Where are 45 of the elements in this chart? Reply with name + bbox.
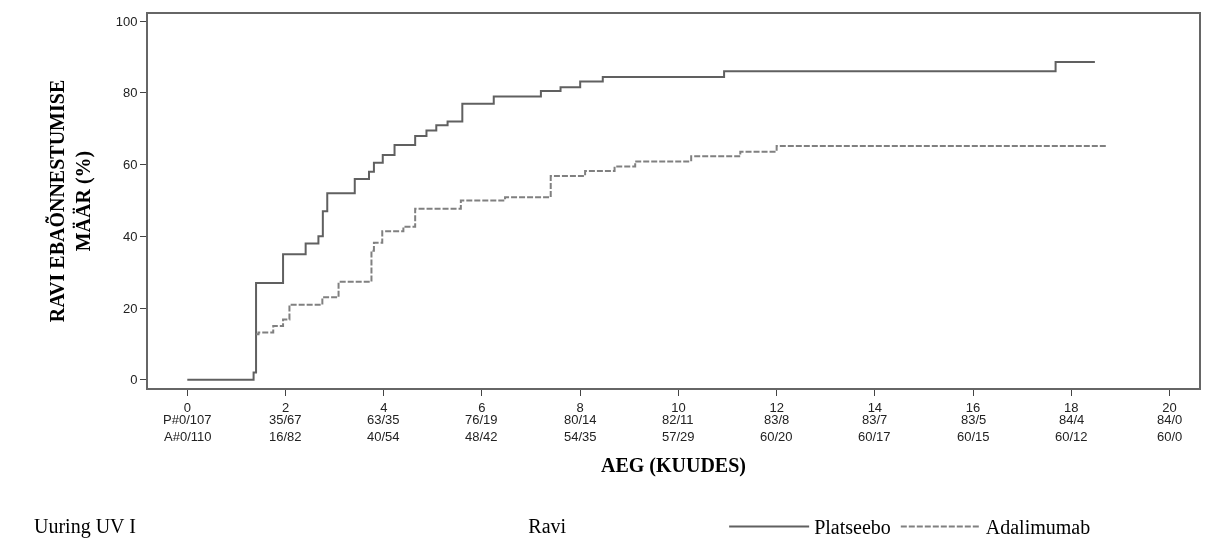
x-tick-label: 10 [671, 399, 686, 415]
x-axis-title: AEG (KUUDES) [600, 453, 747, 477]
text: 83/7 [862, 412, 888, 427]
text: 80/14 [564, 412, 597, 427]
text: 16/82 [269, 429, 302, 444]
text: 60/0 [1157, 429, 1183, 444]
text: 60/20 [760, 429, 793, 444]
x-tick-label: 2 [281, 399, 290, 415]
x-tick-label: 16 [965, 399, 981, 415]
text: 40/54 [367, 429, 400, 444]
text: 54/35 [564, 429, 597, 444]
text: 60/17 [858, 429, 891, 444]
x-tick-label: 12 [769, 399, 784, 415]
text: 60/12 [1055, 429, 1088, 444]
text: 63/35 [367, 412, 400, 427]
text: 57/29 [662, 429, 695, 444]
y-tick-label: 100 [115, 13, 138, 29]
y-tick-label: 40 [122, 228, 138, 244]
text: 83/8 [764, 412, 790, 427]
text: 35/67 [269, 412, 302, 427]
y-tick-label: 20 [122, 300, 138, 316]
text: 82/11 [662, 412, 694, 427]
y-tick-label: 0 [130, 372, 138, 388]
text: 83/5 [961, 412, 987, 427]
x-tick-label: 20 [1162, 399, 1177, 415]
text: P#0/107 [163, 412, 212, 427]
legend-title: Ravi [528, 514, 717, 537]
text: 48/42 [465, 429, 498, 444]
y-tick-label: 60 [122, 157, 138, 173]
text: 60/15 [957, 429, 990, 444]
legend-label: Adalimumab [985, 516, 1091, 539]
x-tick-label: 4 [380, 399, 388, 415]
x-tick-label: 6 [478, 399, 486, 415]
legend-label: Platseebo [814, 516, 891, 539]
x-tick-label: 8 [576, 399, 584, 415]
text: 76/19 [465, 412, 498, 427]
y-axis-title: RAVI EBAÕNNESTUMISE MÄÄR (%) [44, 79, 95, 323]
x-tick-label: 18 [1064, 399, 1079, 415]
y-tick-label: 80 [122, 85, 138, 101]
x-tick-label: 0 [183, 399, 191, 415]
x-tick-label: 14 [867, 399, 883, 415]
text: A#0/110 [164, 429, 212, 444]
text: 84/4 [1059, 412, 1085, 427]
text: 84/0 [1157, 412, 1183, 427]
text: Uuring UV I [34, 515, 136, 538]
